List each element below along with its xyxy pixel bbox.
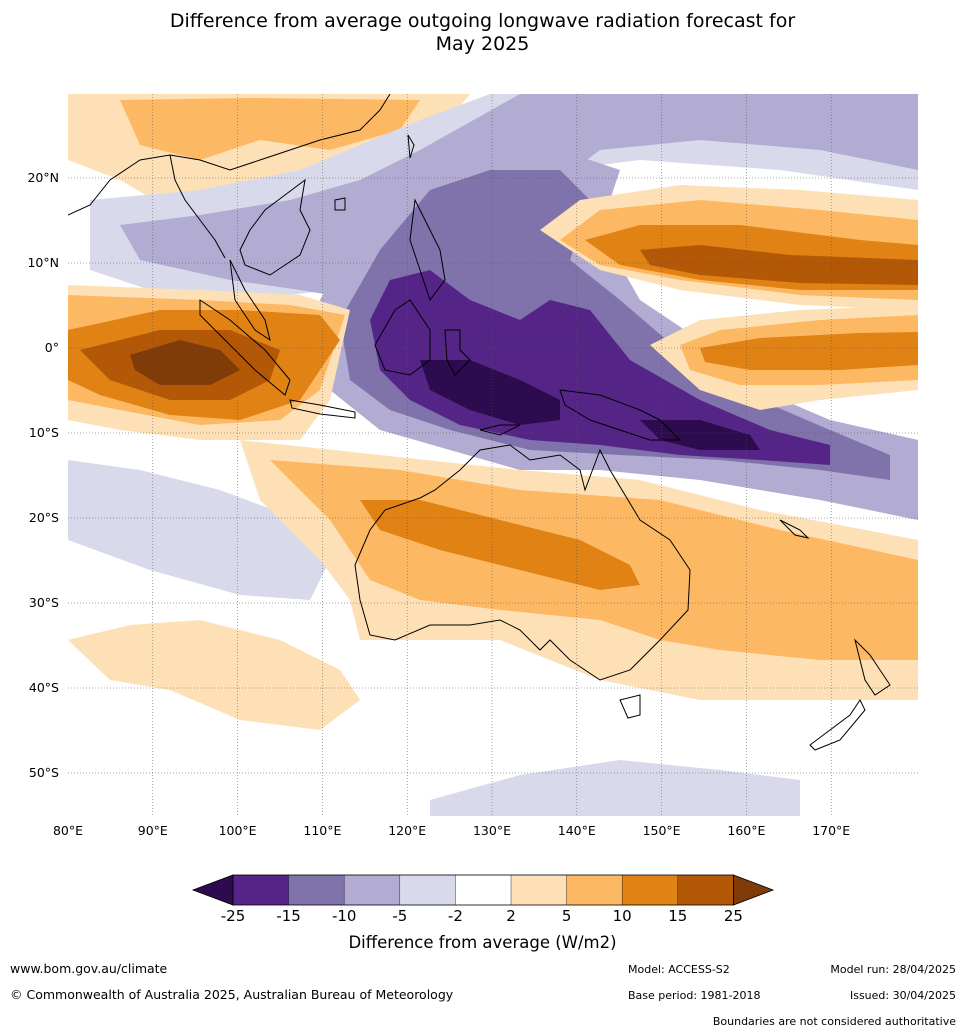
- latitude-label: 40°S: [29, 680, 59, 695]
- chart-title: Difference from average outgoing longwav…: [0, 10, 965, 56]
- colorbar-label: 25: [723, 907, 743, 925]
- band-central-25-15: [370, 270, 830, 465]
- coast-sumatra: [199, 299, 291, 396]
- title-line-2: May 2025: [435, 33, 530, 55]
- coastlines: [68, 94, 891, 751]
- latitude-label: 20°N: [27, 170, 59, 185]
- longitude-label: 130°E: [473, 823, 511, 838]
- latitude-label: 50°S: [29, 765, 59, 780]
- band-n-5-10: [120, 98, 420, 160]
- colorbar: [191, 874, 775, 906]
- colorbar-label: -25: [220, 907, 246, 925]
- colorbar-segment: [233, 875, 289, 905]
- coast-bay-of-bengal: [169, 154, 226, 259]
- coast-tasmania: [619, 694, 641, 719]
- latitude-labels: 20°N 10°N 0° 10°S 20°S 30°S 40°S 50°S: [27, 170, 59, 780]
- footer-disclaimer: Boundaries are not considered authoritat…: [712, 1015, 956, 1028]
- band-central-lt-25: [420, 360, 560, 425]
- colorbar-label: -2: [447, 907, 463, 925]
- latitude-label: 10°N: [27, 255, 59, 270]
- latitude-label: 10°S: [29, 425, 59, 440]
- coast-philippines: [409, 198, 446, 302]
- band-ne-15-25: [640, 245, 918, 285]
- colorbar-frame: [232, 874, 734, 906]
- band-sw-lightpurple: [68, 460, 330, 600]
- latitude-label: 30°S: [29, 595, 59, 610]
- coast-indochina: [239, 178, 311, 276]
- band-s-lightpurple: [430, 760, 800, 816]
- longitude-labels: 80°E 90°E 100°E 110°E 120°E 130°E 140°E 150°E 16…: [53, 823, 850, 838]
- coast-sulawesi: [444, 329, 471, 376]
- colorbar-segment: [399, 875, 456, 905]
- footer-model: Model: ACCESS-S2: [628, 963, 730, 976]
- band-eq-10-15: [700, 332, 918, 370]
- band-central-lt-25-east: [640, 420, 760, 450]
- longitude-label: 160°E: [727, 823, 765, 838]
- colorbar-extend-low: [191, 874, 234, 906]
- footer-issued: Issued: 30/04/2025: [849, 989, 956, 1002]
- coast-new-caledonia: [779, 519, 810, 539]
- longitude-label: 80°E: [53, 823, 83, 838]
- colorbar-label: -5: [392, 907, 408, 925]
- footer-model-run: Model run: 28/04/2025: [830, 963, 956, 976]
- colorbar-title: Difference from average (W/m2): [348, 933, 617, 952]
- coast-nz-south: [809, 699, 866, 751]
- longitude-label: 150°E: [643, 823, 681, 838]
- title-line-1: Difference from average outgoing longwav…: [169, 10, 796, 32]
- band-w-gt-25: [130, 340, 240, 385]
- coast-asia-mainland: [68, 94, 391, 216]
- colorbar-label: -15: [276, 907, 301, 925]
- colorbar-segment: [455, 875, 511, 905]
- colorbar-label: 2: [506, 907, 516, 925]
- colorbar-segment: [344, 875, 400, 905]
- band-s-10-15: [360, 500, 640, 590]
- latitude-label: 20°S: [29, 510, 59, 525]
- coast-hainan: [334, 197, 346, 211]
- longitude-label: 110°E: [303, 823, 341, 838]
- coast-java: [289, 399, 356, 419]
- longitude-label: 120°E: [388, 823, 426, 838]
- colorbar-segment: [511, 875, 567, 905]
- coast-australia: [354, 444, 691, 681]
- colorbar-segment: [622, 875, 678, 905]
- longitude-label: 170°E: [812, 823, 850, 838]
- colorbar-extend-high: [733, 874, 775, 906]
- coast-nz-north: [854, 638, 891, 696]
- colorbar-segment: [288, 875, 345, 905]
- colorbar-segment: [677, 875, 734, 905]
- footer-copyright: © Commonwealth of Australia 2025, Austra…: [10, 987, 454, 1002]
- coast-borneo: [374, 299, 431, 376]
- coast-malay-peninsula: [229, 259, 271, 342]
- colorbar-label: 5: [561, 907, 572, 925]
- colorbar-segment: [566, 875, 623, 905]
- footer-website: www.bom.gov.au/climate: [10, 961, 168, 976]
- coast-timor: [479, 424, 521, 436]
- longitude-label: 140°E: [558, 823, 596, 838]
- latitude-label: 0°: [45, 340, 59, 355]
- colorbar-label: 15: [668, 907, 688, 925]
- anomaly-field: [68, 94, 918, 816]
- coast-taiwan: [407, 134, 415, 159]
- footer-base-period: Base period: 1981-2018: [628, 989, 761, 1002]
- coast-new-guinea: [559, 389, 682, 441]
- longitude-label: 100°E: [219, 823, 257, 838]
- graticule: [68, 94, 918, 816]
- colorbar-label: 10: [612, 907, 632, 925]
- longitude-label: 90°E: [138, 823, 168, 838]
- band-s-patch-west: [68, 620, 360, 730]
- colorbar-label: -10: [331, 907, 357, 925]
